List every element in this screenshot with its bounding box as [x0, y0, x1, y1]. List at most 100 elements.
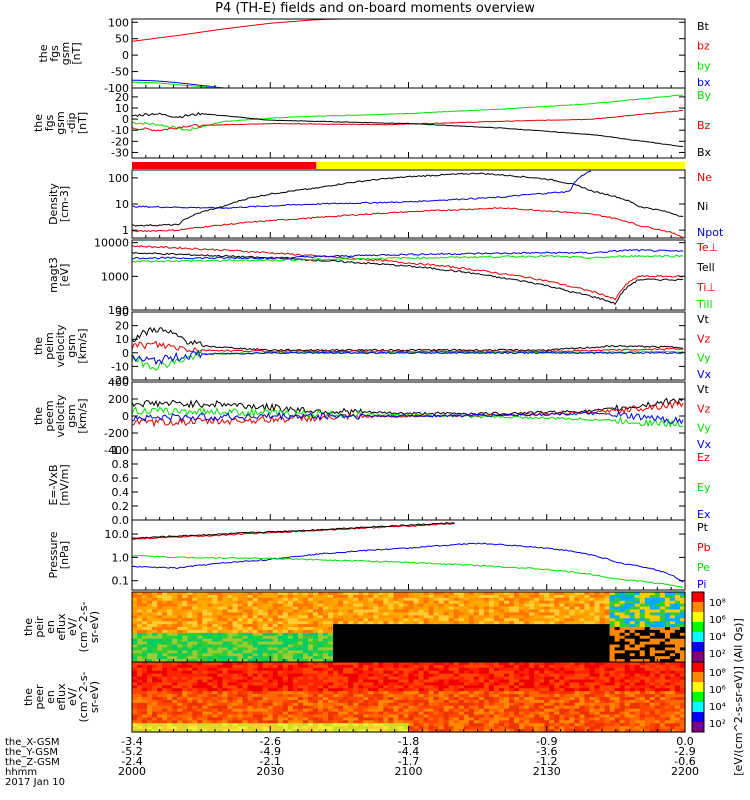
spectrogram-cell: [167, 592, 173, 596]
spectrogram-cell: [292, 597, 299, 602]
spectrogram-cell: [302, 656, 309, 660]
spectrogram-cell: [509, 600, 515, 605]
spectrogram-cell: [388, 627, 395, 631]
spectrogram-cell: [514, 650, 520, 654]
spectrogram-cell: [373, 656, 379, 660]
spectrogram-cell: [232, 656, 239, 660]
spectrogram-cell: [343, 600, 349, 605]
spectrogram-cell: [423, 670, 430, 675]
spectrogram-cell: [418, 641, 425, 646]
legend-Ti⊥: Ti⊥: [696, 281, 716, 294]
spectrogram-cell: [177, 627, 183, 631]
spectrogram-cell: [212, 702, 219, 707]
spectrogram-cell: [448, 723, 455, 727]
spectrogram-cell: [237, 705, 244, 710]
spectrogram-cell: [644, 592, 651, 596]
spectrogram-cell: [247, 708, 254, 713]
spectrogram-cell: [448, 635, 455, 640]
spectrogram-cell: [147, 717, 153, 721]
spectrogram-cell: [267, 600, 274, 605]
spectrogram-cell: [252, 670, 259, 675]
spectrogram-cell: [202, 592, 209, 596]
spectrogram-cell: [383, 656, 389, 660]
spectrogram-cell: [544, 635, 550, 640]
spectrogram-cell: [297, 659, 304, 663]
spectrogram-cell: [519, 632, 525, 637]
spectrogram-cell: [207, 723, 214, 727]
spectrogram-cell: [403, 699, 410, 704]
spectrogram-cell: [328, 679, 334, 684]
spectrogram-cell: [207, 597, 214, 602]
spectrogram-cell: [433, 615, 440, 619]
spectrogram-cell: [418, 635, 425, 640]
spectrogram-cell: [403, 688, 410, 692]
spectrogram-cell: [438, 609, 445, 614]
spectrogram-cell: [333, 612, 339, 616]
spectrogram-cell: [237, 682, 244, 686]
spectrogram-cell: [348, 726, 354, 730]
spectrogram-cell: [609, 597, 616, 602]
spectrogram-cell: [328, 632, 334, 637]
spectrogram-cell: [227, 594, 234, 599]
spectrogram-cell: [227, 723, 234, 727]
spectrogram-cell: [247, 606, 254, 611]
spectrogram-cell: [373, 650, 379, 654]
spectrogram-cell: [539, 647, 545, 651]
spectrogram-cell: [348, 594, 354, 599]
spectrogram-cell: [398, 708, 405, 713]
spectrogram-cell: [252, 627, 259, 631]
spectrogram-cell: [182, 708, 188, 713]
spectrogram-cell: [132, 670, 138, 675]
spectrogram-cell: [448, 711, 455, 716]
spectrogram-cell: [182, 679, 188, 684]
spectrogram-cell: [498, 597, 505, 602]
spectrogram-cell: [312, 621, 319, 625]
spectrogram-cell: [152, 679, 158, 684]
spectrogram-cell: [539, 656, 545, 660]
spectrogram-cell: [172, 659, 178, 663]
spectrogram-cell: [669, 597, 676, 602]
spectrogram-cell: [157, 641, 163, 646]
spectrogram-cell: [307, 679, 314, 684]
spectrogram-cell: [323, 664, 329, 669]
spectrogram-cell: [393, 618, 400, 622]
series-bz: [131, 18, 339, 42]
spectrogram-cell: [277, 600, 284, 605]
spectrogram-cell: [247, 702, 254, 707]
spectrogram-cell: [428, 697, 435, 701]
spectrogram-cell: [187, 667, 193, 672]
spectrogram-cell: [433, 606, 440, 611]
spectrogram-cell: [614, 653, 621, 657]
spectrogram-cell: [539, 600, 545, 605]
spectrogram-cell: [338, 723, 344, 727]
spectrogram-cell: [654, 650, 661, 654]
spectrogram-cell: [307, 638, 314, 643]
spectrogram-cell: [519, 603, 525, 608]
spectrogram-cell: [519, 600, 525, 605]
spectrogram-cell: [468, 624, 475, 628]
spectrogram-cell: [348, 635, 354, 640]
spectrogram-cell: [493, 629, 500, 634]
spectrogram-cell: [554, 615, 560, 619]
spectrogram-cell: [574, 624, 581, 628]
spectrogram-cell: [252, 726, 259, 730]
spectrogram-cell: [438, 729, 445, 733]
spectrogram-cell: [172, 720, 178, 724]
spectrogram-cell: [142, 653, 148, 657]
spectrogram-cell: [433, 711, 440, 716]
spectrogram-cell: [458, 627, 465, 631]
spectrogram-cell: [604, 641, 611, 646]
spectrogram-cell: [197, 682, 203, 686]
spectrogram-cell: [262, 647, 269, 651]
spectrogram-cell: [252, 653, 259, 657]
spectrogram-cell: [534, 647, 540, 651]
spectrogram-cell: [679, 615, 686, 619]
spectrogram-cell: [438, 697, 445, 701]
spectrogram-cell: [182, 711, 188, 716]
spectrogram-cell: [363, 702, 369, 707]
spectrogram-cell: [363, 627, 369, 631]
spectrogram-cell: [162, 702, 168, 707]
spectrogram-cell: [237, 629, 244, 634]
spectrogram-cell: [368, 667, 374, 672]
spectrogram-cell: [192, 597, 198, 602]
